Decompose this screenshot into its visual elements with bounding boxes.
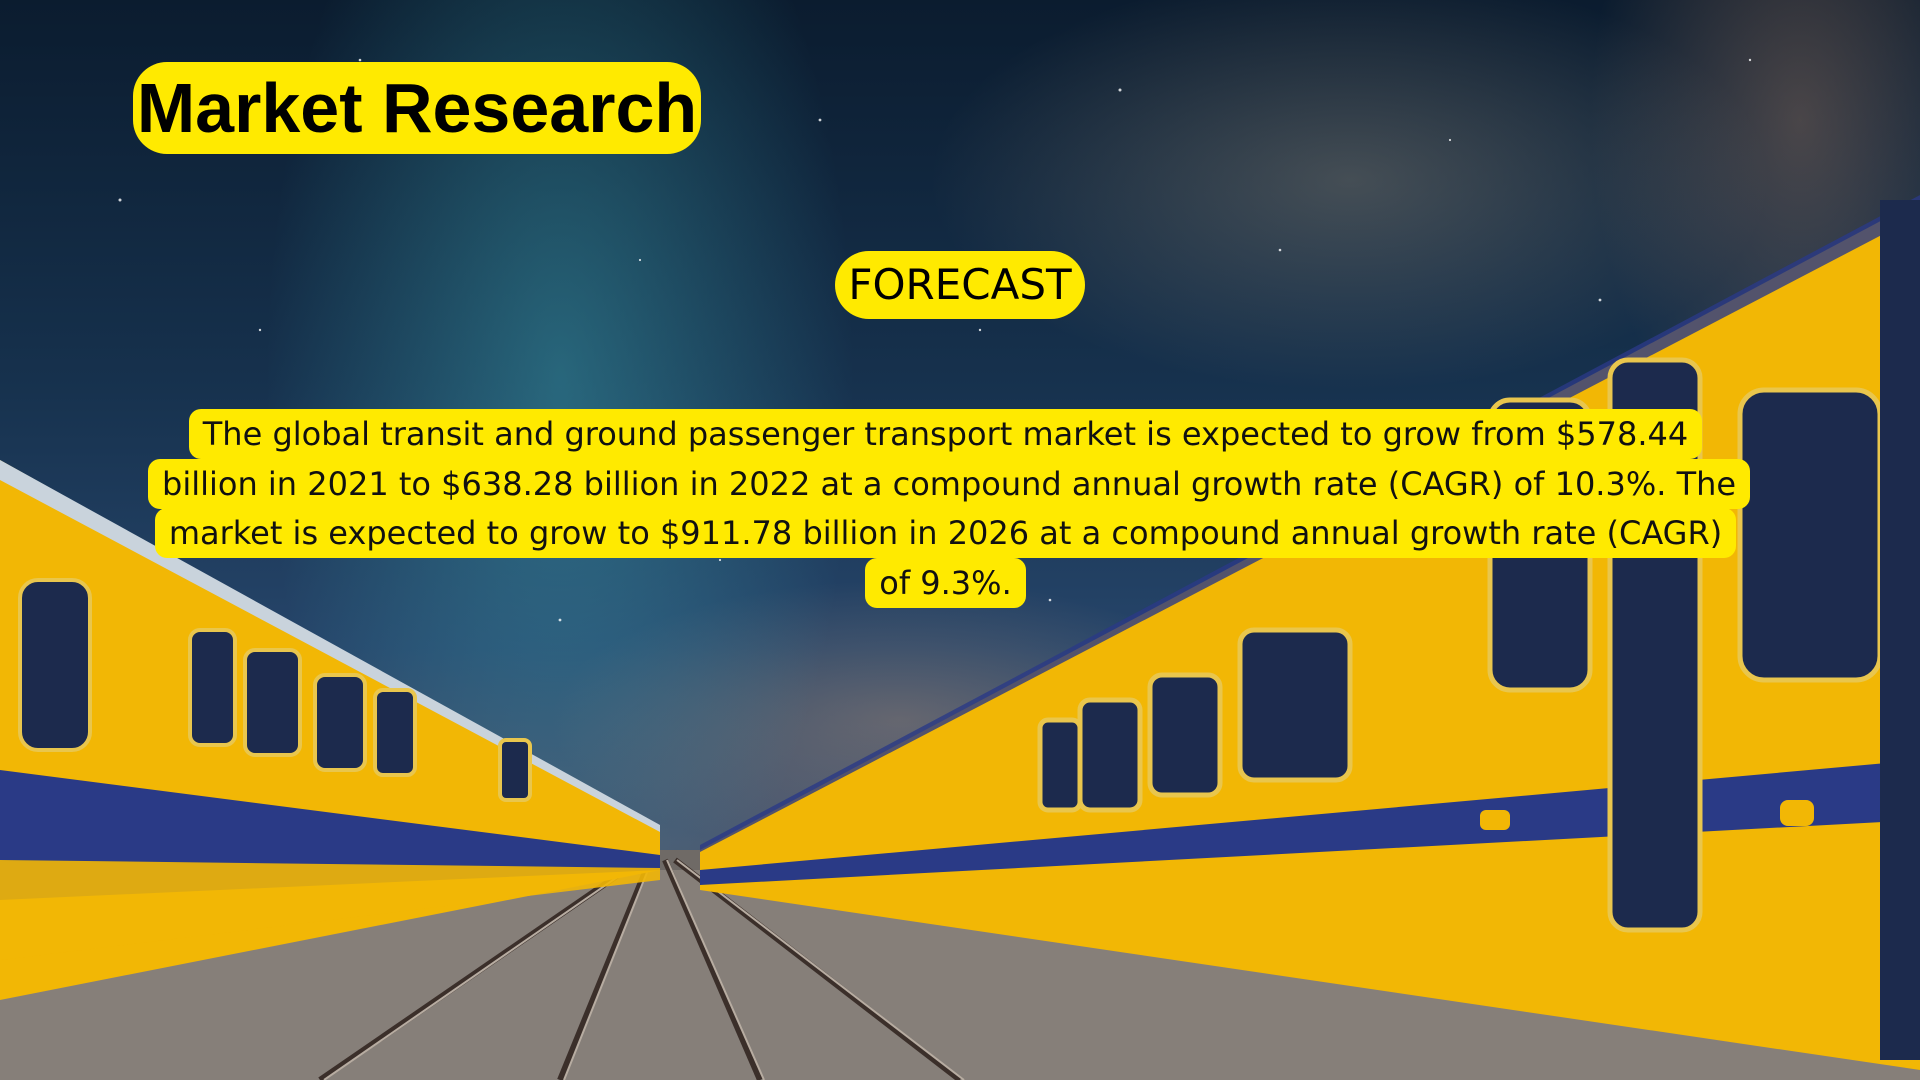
rail-tracks [318, 857, 962, 1080]
section-label: FORECAST [835, 251, 1085, 319]
stars [118, 58, 1752, 622]
left-train [0, 460, 660, 1000]
page-title: Market Research [133, 62, 701, 154]
forecast-paragraph: The global transit and ground passenger … [148, 409, 1751, 608]
forecast-paragraph-block: The global transit and ground passenger … [148, 409, 1751, 608]
